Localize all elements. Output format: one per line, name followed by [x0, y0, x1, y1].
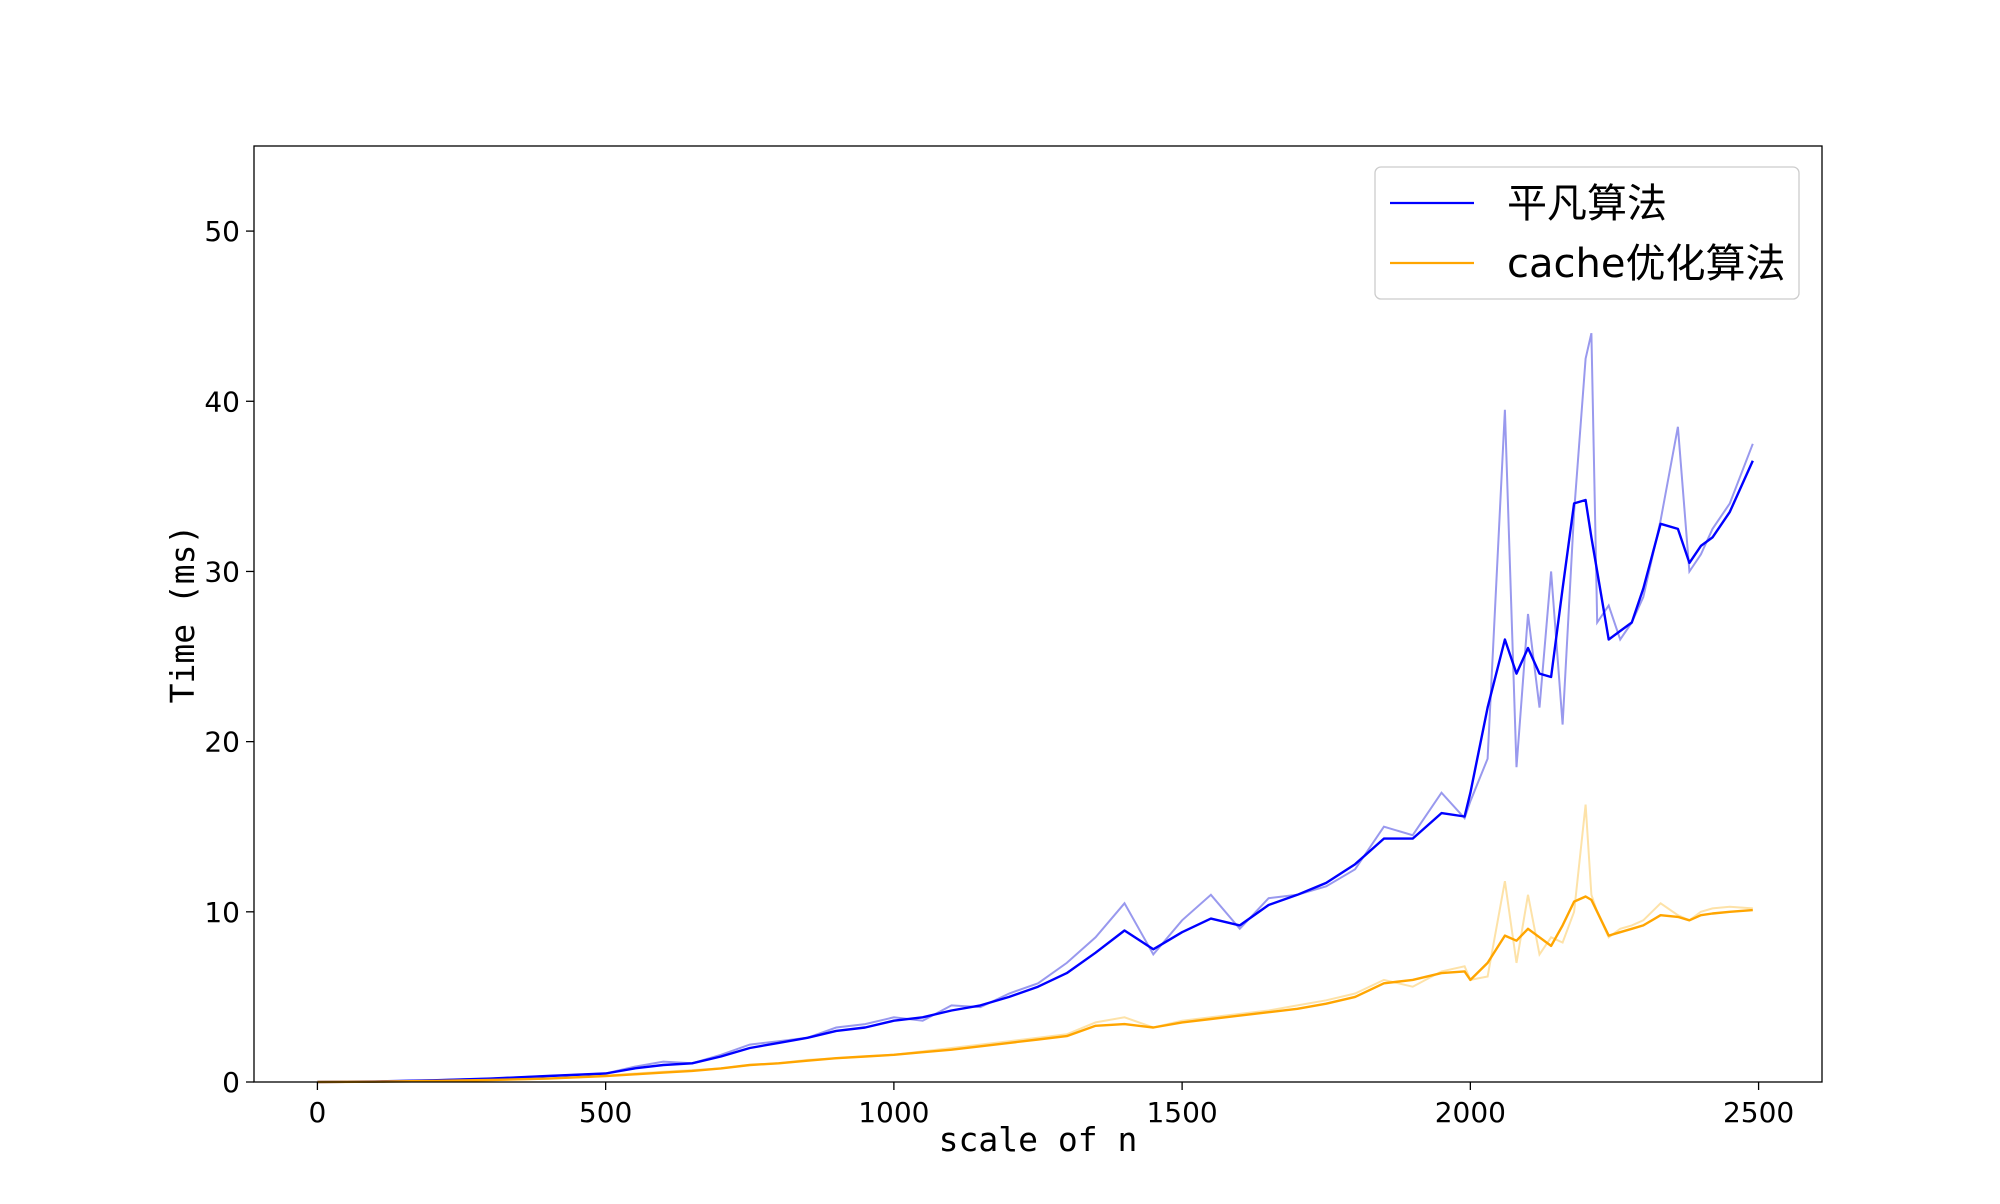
y-tick-label: 0: [222, 1066, 240, 1099]
x-tick-label: 2000: [1435, 1096, 1506, 1129]
x-tick-label: 2500: [1723, 1096, 1794, 1129]
y-axis: 0 10 20 30 40 50: [204, 215, 254, 1099]
x-tick-label: 500: [579, 1096, 632, 1129]
legend: 平凡算法 cache优化算法: [1374, 166, 1800, 300]
legend-label-series-2: cache优化算法: [1507, 241, 1785, 287]
x-axis: 0 500 1000 1500 2000 2500: [308, 1082, 1794, 1129]
y-tick-label: 10: [204, 896, 240, 929]
y-tick-label: 40: [204, 385, 240, 418]
y-axis-title: Time (ms): [163, 525, 202, 704]
x-tick-label: 1500: [1146, 1096, 1217, 1129]
smoothed-series-group: [317, 460, 1754, 1084]
y-tick-label: 30: [204, 555, 240, 588]
legend-box: [1374, 166, 1800, 300]
y-tick-label: 20: [204, 726, 240, 759]
x-tick-label: 1000: [858, 1096, 929, 1129]
legend-label-series-1: 平凡算法: [1507, 181, 1667, 227]
y-tick-label: 50: [204, 215, 240, 248]
x-axis-title: scale of n: [939, 1120, 1138, 1159]
smoothed-line-series-2: [317, 895, 1753, 1084]
smoothed-line-series-1: [317, 460, 1754, 1084]
x-tick-label: 0: [308, 1096, 326, 1129]
plot-area-frame: [253, 145, 1823, 1083]
